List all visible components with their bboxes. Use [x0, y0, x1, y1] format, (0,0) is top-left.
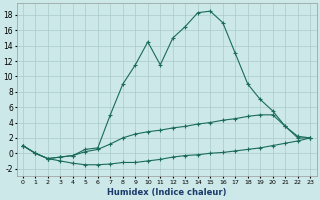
X-axis label: Humidex (Indice chaleur): Humidex (Indice chaleur) — [107, 188, 226, 197]
